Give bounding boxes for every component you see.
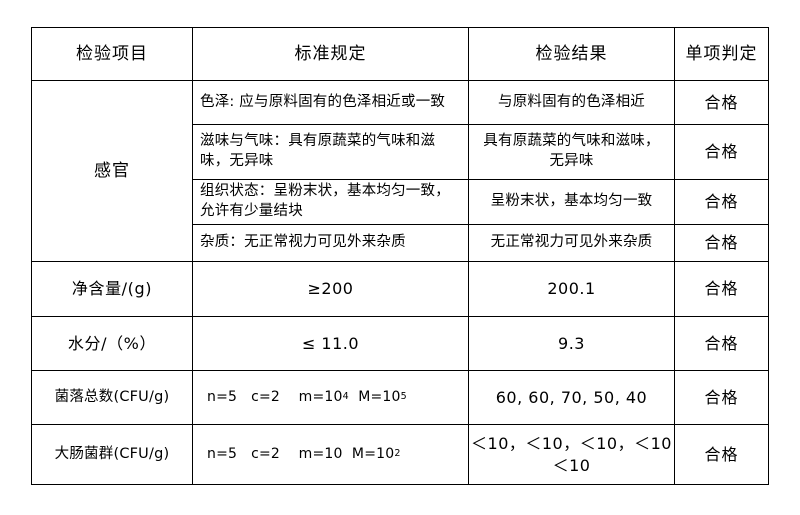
cell-verdict-coliform: 合格 — [674, 424, 769, 485]
result-plate-count-text: 60, 60, 70, 50, 40 — [495, 387, 648, 407]
result-flavor-line2: 无异味 — [549, 153, 594, 169]
sep-5 — [280, 445, 299, 464]
coliform-c: c=2 — [251, 446, 281, 463]
table-row-net-content: 净含量/(g) ≥200 200.1 合格 — [31, 261, 769, 317]
verdict-coliform-text: 合格 — [704, 444, 739, 464]
header-cell-item: 检验项目 — [31, 27, 193, 81]
table-row-plate-count: 菌落总数(CFU/g) n=5 c=2 m=10 4 M=10 5 60, 60, … — [31, 370, 769, 425]
cell-verdict-net-content: 合格 — [674, 261, 769, 317]
table-row-coliform: 大肠菌群(CFU/g) n=5 c=2 m=10 M=10 2 ＜10，＜10，＜… — [31, 424, 769, 485]
header-verdict-label: 单项判定 — [685, 43, 758, 64]
standard-foreign-text: 杂质：无正常视力可见外来杂质 — [200, 234, 406, 251]
cell-standard-texture: 组织状态：呈粉末状，基本均匀一致，允许有少量结块 — [192, 179, 469, 225]
sensory-label-text: 感官 — [94, 160, 130, 181]
verdict-foreign-text: 合格 — [704, 233, 739, 253]
cell-standard-coliform: n=5 c=2 m=10 M=10 2 — [192, 424, 469, 485]
standard-texture-text: 组织状态：呈粉末状，基本均匀一致，允许有少量结块 — [200, 183, 450, 219]
header-item-label: 检验项目 — [76, 43, 148, 64]
cell-result-foreign: 无正常视力可见外来杂质 — [468, 224, 675, 262]
cell-verdict-foreign: 合格 — [674, 224, 769, 262]
verdict-plate-count-text: 合格 — [704, 387, 739, 407]
plate-count-n: n=5 — [207, 389, 238, 406]
standard-color-text: 色泽: 应与原料固有的色泽相近或一致 — [200, 93, 446, 110]
cell-verdict-plate-count: 合格 — [674, 370, 769, 425]
standard-net-content-text: ≥200 — [307, 279, 354, 299]
result-flavor-line1: 具有原蔬菜的气味和滋味， — [483, 133, 660, 150]
plate-count-m: m=10 — [298, 389, 343, 406]
plate-count-c: c=2 — [251, 389, 281, 406]
cell-result-color: 与原料固有的色泽相近 — [468, 80, 675, 125]
cell-result-texture: 呈粉末状，基本均匀一致 — [468, 179, 675, 225]
result-coliform-text: ＜10，＜10，＜10，＜10 ＜10 — [469, 425, 674, 484]
result-flavor-text: 具有原蔬菜的气味和滋味， 无异味 — [469, 125, 674, 179]
verdict-net-content-text: 合格 — [704, 279, 739, 299]
item-net-content-label: 净含量/(g) — [71, 279, 153, 299]
result-foreign-text: 无正常视力可见外来杂质 — [490, 234, 653, 251]
table-row-sensory-texture: 组织状态：呈粉末状，基本均匀一致，允许有少量结块 呈粉末状，基本均匀一致 合格 — [32, 179, 769, 225]
cell-standard-foreign: 杂质：无正常视力可见外来杂质 — [192, 224, 469, 262]
cell-result-net-content: 200.1 — [468, 261, 675, 317]
cell-result-moisture: 9.3 — [468, 316, 675, 371]
sep-4 — [237, 445, 251, 464]
inspection-results-table: 检验项目 标准规定 检验结果 单项判定 感官 色泽: 应与原料固有的色泽相近或一… — [31, 27, 769, 485]
item-plate-count-label: 菌落总数(CFU/g) — [54, 388, 170, 405]
verdict-color-text: 合格 — [704, 92, 739, 112]
cell-sensory-group-label: 感官 — [31, 80, 193, 262]
sep-3 — [349, 388, 358, 407]
cell-verdict-moisture: 合格 — [674, 316, 769, 371]
coliform-M-exponent: 2 — [394, 448, 401, 460]
cell-item-moisture: 水分/（%） — [31, 316, 193, 371]
table-row-moisture: 水分/（%） ≤ 11.0 9.3 合格 — [31, 316, 769, 371]
cell-result-flavor: 具有原蔬菜的气味和滋味， 无异味 — [468, 124, 675, 180]
plate-count-M-exponent: 5 — [400, 391, 407, 403]
cell-item-net-content: 净含量/(g) — [31, 261, 193, 317]
cell-verdict-color: 合格 — [674, 80, 769, 125]
result-coliform-line2: ＜10 — [552, 455, 591, 475]
sep-6 — [343, 445, 352, 464]
standard-plate-count-text: n=5 c=2 m=10 4 M=10 5 — [193, 371, 468, 424]
cell-item-coliform: 大肠菌群(CFU/g) — [31, 424, 193, 485]
item-moisture-label: 水分/（%） — [67, 333, 157, 353]
header-standard-label: 标准规定 — [294, 43, 367, 64]
standard-moisture-text: ≤ 11.0 — [301, 333, 360, 353]
standard-coliform-text: n=5 c=2 m=10 M=10 2 — [193, 425, 468, 484]
sep-1 — [237, 388, 251, 407]
result-coliform-line1: ＜10，＜10，＜10，＜10 — [471, 433, 672, 453]
verdict-moisture-text: 合格 — [704, 333, 739, 353]
sep-2 — [280, 388, 299, 407]
result-texture-text: 呈粉末状，基本均匀一致 — [490, 193, 653, 210]
table-row-sensory-flavor: 滋味与气味：具有原蔬菜的气味和滋味，无异味 具有原蔬菜的气味和滋味， 无异味 合… — [32, 124, 769, 180]
cell-result-coliform: ＜10，＜10，＜10，＜10 ＜10 — [468, 424, 675, 485]
result-color-text: 与原料固有的色泽相近 — [498, 93, 645, 110]
result-moisture-text: 9.3 — [558, 333, 585, 353]
cell-standard-net-content: ≥200 — [192, 261, 469, 317]
cell-standard-moisture: ≤ 11.0 — [192, 316, 469, 371]
coliform-M: M=10 — [351, 446, 395, 463]
item-coliform-label: 大肠菌群(CFU/g) — [54, 445, 170, 462]
header-cell-standard: 标准规定 — [192, 27, 469, 81]
cell-standard-flavor: 滋味与气味：具有原蔬菜的气味和滋味，无异味 — [192, 124, 469, 180]
header-cell-verdict: 单项判定 — [674, 27, 769, 81]
result-net-content-text: 200.1 — [547, 279, 596, 299]
cell-result-plate-count: 60, 60, 70, 50, 40 — [468, 370, 675, 425]
cell-item-plate-count: 菌落总数(CFU/g) — [31, 370, 193, 425]
plate-count-M: M=10 — [358, 389, 401, 406]
cell-standard-plate-count: n=5 c=2 m=10 4 M=10 5 — [192, 370, 469, 425]
cell-standard-color: 色泽: 应与原料固有的色泽相近或一致 — [192, 80, 469, 125]
header-cell-result: 检验结果 — [468, 27, 675, 81]
standard-flavor-text: 滋味与气味：具有原蔬菜的气味和滋味，无异味 — [200, 133, 436, 169]
table-row-sensory-foreign-matter: 杂质：无正常视力可见外来杂质 无正常视力可见外来杂质 合格 — [32, 224, 769, 262]
coliform-m: m=10 — [298, 446, 343, 463]
verdict-texture-text: 合格 — [704, 192, 739, 212]
cell-verdict-texture: 合格 — [674, 179, 769, 225]
plate-count-m-exponent: 4 — [342, 391, 349, 403]
coliform-n: n=5 — [207, 446, 238, 463]
verdict-flavor-text: 合格 — [704, 142, 739, 162]
cell-verdict-flavor: 合格 — [674, 124, 769, 180]
table-header-row: 检验项目 标准规定 检验结果 单项判定 — [31, 27, 769, 81]
table-row-sensory-color: 感官 色泽: 应与原料固有的色泽相近或一致 与原料固有的色泽相近 合格 — [31, 80, 769, 262]
header-result-label: 检验结果 — [535, 43, 608, 64]
